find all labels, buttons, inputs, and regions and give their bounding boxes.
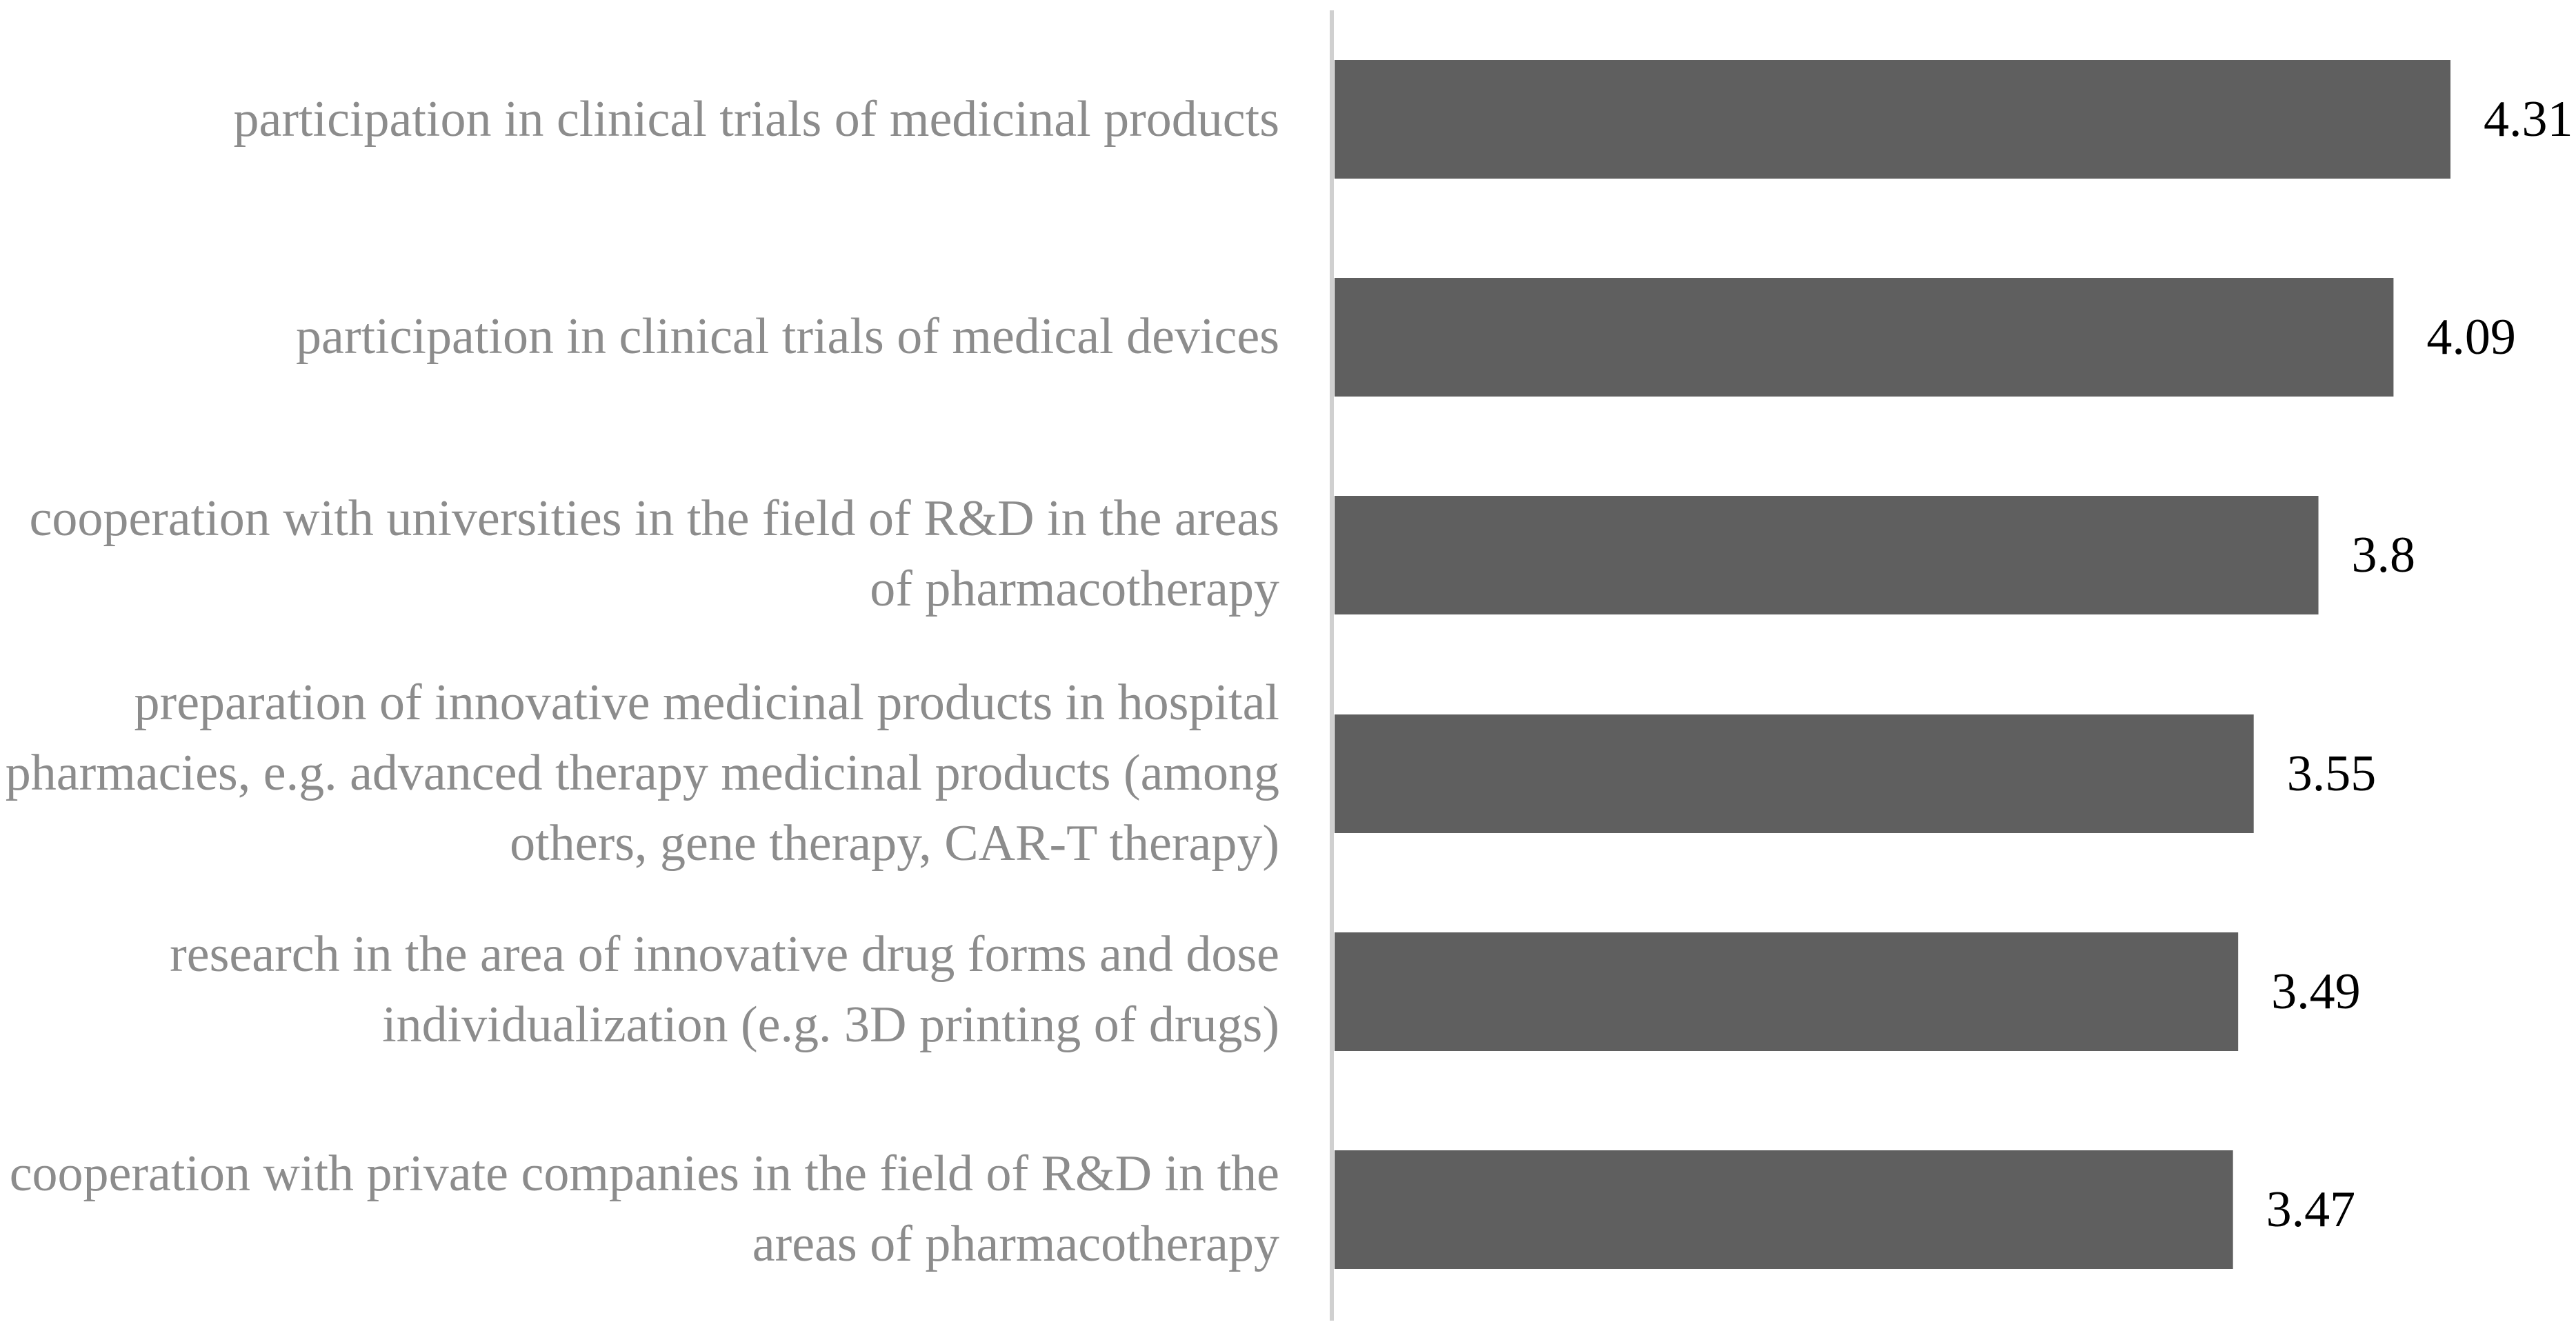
category-label: research in the area of innovative drug … [170, 926, 1279, 1053]
value-label: 3.49 [2271, 963, 2361, 1020]
bar [1335, 1150, 2233, 1269]
category-label: cooperation with private companies in th… [9, 1145, 1279, 1272]
category-label: cooperation with universities in the fie… [29, 490, 1279, 617]
bar [1335, 496, 2319, 614]
bar [1335, 714, 2254, 833]
bar [1335, 278, 2394, 397]
value-label: 4.09 [2426, 309, 2516, 366]
value-label: 4.31 [2484, 91, 2573, 148]
value-label: 3.8 [2352, 527, 2416, 583]
bar [1335, 60, 2450, 179]
bars-group [1335, 60, 2450, 1269]
value-label: 3.55 [2287, 745, 2377, 802]
value-labels-group: 4.31 4.09 3.8 3.55 3.49 3.47 [2266, 91, 2573, 1238]
category-label: preparation of innovative medicinal prod… [5, 674, 1279, 872]
bar [1335, 932, 2239, 1051]
category-label: participation in clinical trials of medi… [295, 308, 1279, 365]
category-label: participation in clinical trials of medi… [233, 91, 1279, 148]
value-label: 3.47 [2266, 1181, 2356, 1238]
